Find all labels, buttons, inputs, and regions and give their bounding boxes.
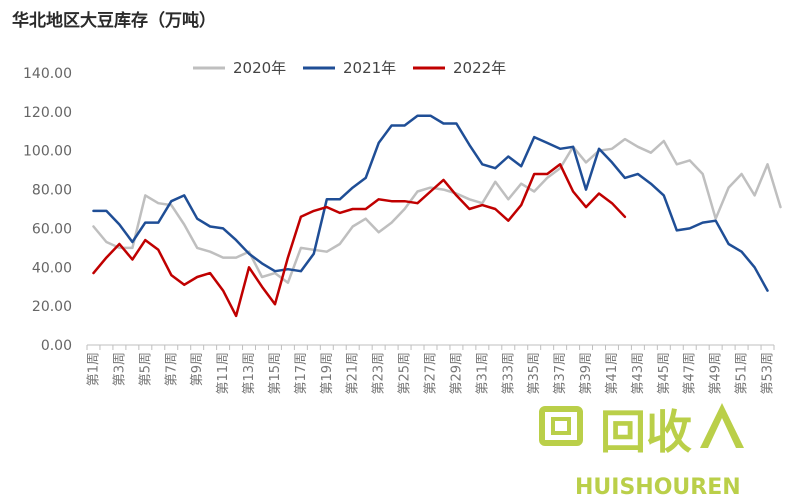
x-tick-label: 第53周 bbox=[761, 352, 776, 395]
watermark-logo-box-icon bbox=[539, 406, 583, 446]
x-tick-label: 第29周 bbox=[449, 352, 464, 395]
series-line-3 bbox=[92, 163, 627, 318]
watermark-triangle-icon bbox=[700, 403, 744, 448]
x-tick-label: 第25周 bbox=[398, 352, 413, 395]
watermark-small-text: HUISHOUREN bbox=[575, 475, 741, 500]
y-tick-label: 80.00 bbox=[32, 183, 72, 199]
watermark-logo-inner-icon bbox=[551, 417, 571, 435]
x-tick-label: 第31周 bbox=[475, 352, 490, 395]
y-tick-label: 0.00 bbox=[41, 338, 72, 354]
y-tick-label: 120.00 bbox=[23, 105, 72, 121]
x-tick-label: 第15周 bbox=[268, 352, 283, 395]
x-tick-label: 第33周 bbox=[501, 352, 516, 395]
y-tick-label: 60.00 bbox=[32, 221, 72, 237]
x-tick-label: 第23周 bbox=[372, 352, 387, 395]
series-line-2 bbox=[92, 114, 769, 292]
x-tick-label: 第45周 bbox=[657, 352, 672, 395]
x-tick-label: 第35周 bbox=[527, 352, 542, 395]
x-tick-label: 第27周 bbox=[424, 352, 439, 395]
x-tick-label: 第37周 bbox=[553, 352, 568, 395]
x-tick-label: 第49周 bbox=[709, 352, 724, 395]
legend-label-1: 2020年 bbox=[233, 59, 286, 77]
y-axis: 0.00 20.00 40.00 60.00 80.00 100.00 120.00 140.… bbox=[23, 66, 72, 354]
x-tick-label: 第43周 bbox=[631, 352, 646, 395]
x-tick-label: 第3周 bbox=[112, 352, 127, 386]
legend-label-2: 2021年 bbox=[343, 59, 396, 77]
watermark: 回收 HUISHOUREN bbox=[539, 403, 744, 500]
x-tick-label: 第39周 bbox=[579, 352, 594, 395]
x-tick-label: 第19周 bbox=[320, 352, 335, 395]
y-tick-label: 40.00 bbox=[32, 260, 72, 276]
x-tick-label: 第11周 bbox=[216, 352, 231, 395]
x-tick-label: 第9周 bbox=[190, 352, 205, 386]
x-tick-label: 第13周 bbox=[242, 352, 257, 395]
series-layer bbox=[92, 114, 782, 318]
series-line-1 bbox=[92, 137, 782, 285]
watermark-triangle-inner-icon bbox=[714, 432, 730, 448]
x-tick-label: 第5周 bbox=[138, 352, 153, 386]
y-tick-label: 140.00 bbox=[23, 66, 72, 82]
x-tick-label: 第47周 bbox=[683, 352, 698, 395]
x-tick-label: 第41周 bbox=[605, 352, 620, 395]
watermark-big-text: 回收 bbox=[600, 405, 692, 459]
x-tick-label: 第21周 bbox=[346, 352, 361, 395]
x-tick-label: 第51周 bbox=[735, 352, 750, 395]
y-tick-label: 20.00 bbox=[32, 299, 72, 315]
y-tick-label: 100.00 bbox=[23, 144, 72, 160]
x-axis: 第1周 第3周 第5周 第7周 第9周 第11周 第13周 第15周 第17周 第19周 第21周第… bbox=[86, 344, 776, 395]
chart-title: 华北地区大豆库存（万吨） bbox=[12, 10, 216, 31]
x-tick-label: 第17周 bbox=[294, 352, 309, 395]
x-tick-label: 第7周 bbox=[164, 352, 179, 386]
x-tick-label: 第1周 bbox=[86, 352, 101, 386]
legend-label-3: 2022年 bbox=[453, 59, 506, 77]
legend: 2020年 2021年 2022年 bbox=[193, 59, 506, 77]
